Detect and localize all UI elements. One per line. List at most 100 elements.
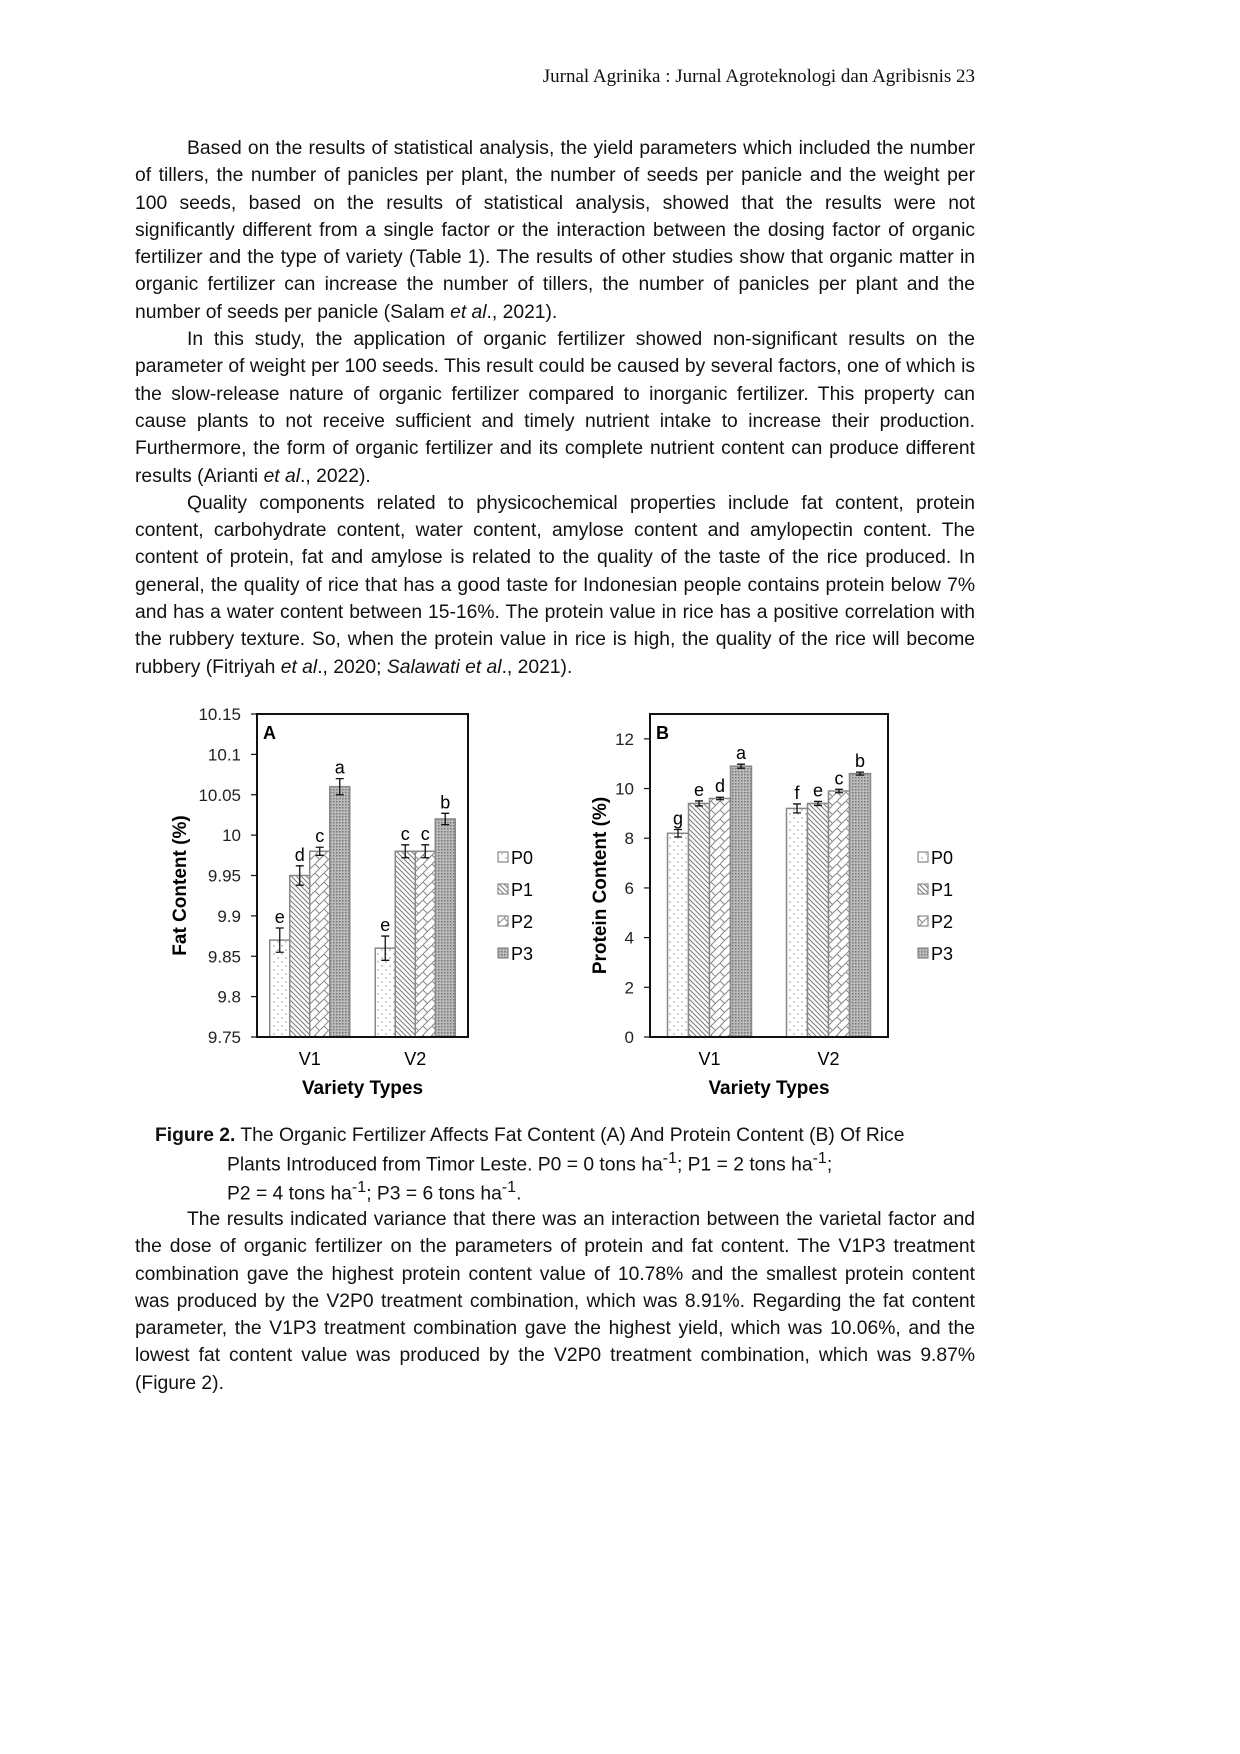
y-tick-label: 10: [615, 780, 634, 799]
paragraph: Based on the results of statistical anal…: [135, 138, 975, 323]
x-tick-label: V1: [299, 1049, 321, 1069]
bar-V2-P0: [785, 807, 809, 1038]
error-bar: [401, 844, 410, 859]
error-bar: [335, 777, 344, 796]
error-bar: [695, 800, 703, 807]
bar-V2-P1: [806, 802, 830, 1038]
x-tick-label: V1: [698, 1049, 720, 1069]
legend-swatch-P1: [497, 883, 509, 895]
significance-letter: e: [380, 915, 390, 935]
legend-label: P3: [931, 944, 953, 964]
y-tick-label: 2: [625, 978, 634, 997]
y-tick-label: 9.9: [217, 907, 241, 926]
error-bar: [421, 844, 430, 859]
legend-label: P0: [931, 848, 953, 868]
y-tick-label: 10.05: [198, 786, 241, 805]
y-tick-label: 10.1: [208, 745, 241, 764]
y-tick-label: 9.75: [208, 1028, 241, 1047]
paragraph: In this study, the application of organi…: [135, 329, 975, 487]
legend-label: P1: [931, 880, 953, 900]
y-tick-label: 10.15: [198, 705, 241, 724]
x-tick-label: V2: [817, 1049, 839, 1069]
x-axis-title: Variety Types: [708, 1078, 829, 1099]
body-text-top: Based on the results of statistical anal…: [135, 135, 975, 681]
bar-V2-P0: [374, 947, 396, 1038]
error-bar: [381, 935, 390, 961]
legend-swatch-P3: [917, 947, 929, 959]
bar-V1-P1: [289, 874, 311, 1038]
bar-V2-P3: [434, 818, 456, 1038]
y-axis-title: Protein Content (%): [590, 797, 611, 974]
legend-label: P3: [511, 944, 533, 964]
significance-letter: e: [813, 780, 823, 800]
running-header: Jurnal Agrinika : Jurnal Agroteknologi d…: [542, 66, 975, 87]
error-bar: [716, 796, 724, 801]
significance-letter: e: [694, 780, 704, 800]
legend-swatch-P0: [917, 851, 929, 863]
error-bar: [315, 846, 324, 856]
bar-V1-P3: [729, 765, 753, 1038]
legend-swatch-P2: [497, 915, 509, 927]
significance-letter: f: [794, 783, 800, 803]
legend-swatch-P1: [917, 883, 929, 895]
significance-letter: c: [315, 826, 324, 846]
bar-V1-P2: [309, 850, 331, 1038]
significance-letter: g: [673, 809, 683, 829]
legend-label: P1: [511, 880, 533, 900]
legend-label: P2: [511, 912, 533, 932]
error-bar: [295, 865, 304, 886]
bar-V1-P2: [708, 797, 732, 1038]
y-tick-label: 9.8: [217, 988, 241, 1007]
error-bar: [275, 927, 284, 953]
bar-V2-P2: [827, 790, 851, 1038]
figure-caption: Figure 2. The Organic Fertilizer Affects…: [155, 1125, 905, 1205]
bar-V2-P1: [394, 850, 416, 1038]
significance-letter: d: [295, 845, 305, 865]
significance-letter: c: [421, 824, 430, 844]
panel-label: A: [263, 723, 276, 743]
significance-letter: e: [275, 907, 285, 927]
paragraph: Quality components related to physicoche…: [135, 492, 975, 678]
y-tick-label: 6: [625, 879, 634, 898]
legend-swatch-P0: [497, 851, 509, 863]
error-bar: [856, 771, 864, 776]
y-tick-label: 9.95: [208, 867, 241, 886]
significance-letter: b: [440, 792, 450, 812]
y-tick-label: 4: [625, 929, 634, 948]
error-bar: [814, 800, 822, 807]
y-tick-label: 10: [222, 826, 241, 845]
legend-label: P2: [931, 912, 953, 932]
legend-label: P0: [511, 848, 533, 868]
error-bar: [674, 828, 682, 838]
bar-V2-P2: [414, 850, 436, 1038]
x-tick-label: V2: [404, 1049, 426, 1069]
bar-V1-P3: [329, 785, 351, 1038]
legend-swatch-P2: [917, 915, 929, 927]
significance-letter: b: [855, 751, 865, 771]
x-axis-title: Variety Types: [302, 1078, 423, 1099]
error-bar: [737, 763, 745, 769]
y-tick-label: 9.85: [208, 947, 241, 966]
error-bar: [835, 788, 843, 794]
y-tick-label: 8: [625, 829, 634, 848]
y-tick-label: 12: [615, 730, 634, 749]
body-text-bottom: The results indicated variance that ther…: [135, 1206, 975, 1397]
significance-letter: a: [736, 743, 747, 763]
bar-V1-P0: [666, 832, 690, 1038]
significance-letter: c: [401, 824, 410, 844]
y-axis-title: Fat Content (%): [170, 815, 191, 955]
legend-swatch-P3: [497, 947, 509, 959]
error-bar: [793, 803, 801, 814]
significance-letter: a: [335, 758, 346, 778]
bar-V1-P1: [687, 802, 711, 1038]
y-tick-label: 0: [625, 1028, 634, 1047]
error-bar: [441, 812, 450, 826]
panel-label: B: [656, 723, 669, 743]
significance-letter: d: [715, 776, 725, 796]
plot-area: [649, 713, 889, 1038]
bar-V1-P0: [269, 939, 291, 1038]
